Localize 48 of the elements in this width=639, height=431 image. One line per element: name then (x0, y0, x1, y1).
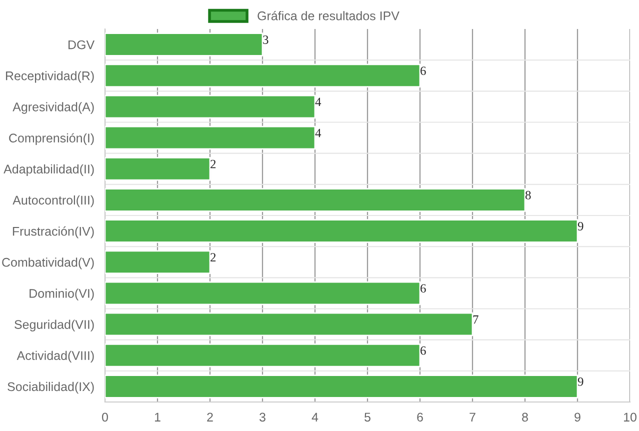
bar (105, 281, 421, 306)
data-label: 9 (578, 377, 584, 386)
y-tick-label: Autocontrol(III) (12, 195, 94, 208)
data-label: 6 (420, 346, 426, 355)
data-label: 9 (578, 222, 584, 230)
y-tick-label: Agresividad(A) (12, 102, 94, 114)
y-tick-label: Combatividad(V) (2, 258, 94, 270)
bar (105, 32, 264, 56)
x-tick-label: 9 (574, 412, 580, 422)
y-tick-label: DGV (68, 40, 95, 50)
bar (105, 188, 526, 212)
bar (105, 156, 211, 181)
data-label: 2 (210, 160, 216, 168)
x-tick-label: 7 (470, 412, 476, 422)
y-tick-label: Receptividad(R) (6, 71, 94, 83)
data-label: 4 (315, 98, 322, 106)
x-tick-label: 6 (417, 412, 423, 422)
y-tick-label: Comprensión(I) (9, 133, 94, 145)
bar (105, 219, 578, 243)
x-tick-label: 4 (312, 412, 318, 422)
y-tick-label: Dominio(VI) (30, 288, 94, 300)
data-label: 6 (420, 284, 426, 293)
y-tick-label: Adaptabilidad(II) (4, 164, 94, 176)
data-label: 2 (210, 253, 216, 262)
data-label: 3 (263, 36, 268, 44)
bar (105, 64, 421, 88)
y-tick-label: Seguridad(VII) (14, 320, 94, 332)
x-tick-label: 10 (624, 412, 636, 422)
bar (105, 343, 421, 368)
x-tick-label: 5 (364, 412, 370, 422)
x-tick-label: 3 (260, 412, 266, 422)
data-label: 6 (420, 66, 426, 76)
x-tick-label: 2 (207, 412, 213, 422)
bar (105, 250, 211, 274)
x-tick-label: 0 (102, 412, 108, 422)
legend-label: Gráfica de resultados IPV (258, 10, 400, 20)
bar (105, 312, 474, 336)
y-tick-label: Actividad(VIII) (16, 350, 94, 362)
bar (105, 374, 578, 398)
data-label: 4 (315, 128, 322, 138)
x-tick-label: 1 (154, 412, 160, 422)
data-label: 7 (473, 315, 478, 324)
bar (105, 126, 316, 150)
data-label: 8 (525, 190, 531, 200)
y-tick-label: Frustración(IV) (12, 226, 94, 238)
x-tick-label: 8 (522, 412, 528, 422)
bar (105, 94, 316, 119)
y-tick-label: Sociabilidad(IX) (8, 382, 94, 394)
